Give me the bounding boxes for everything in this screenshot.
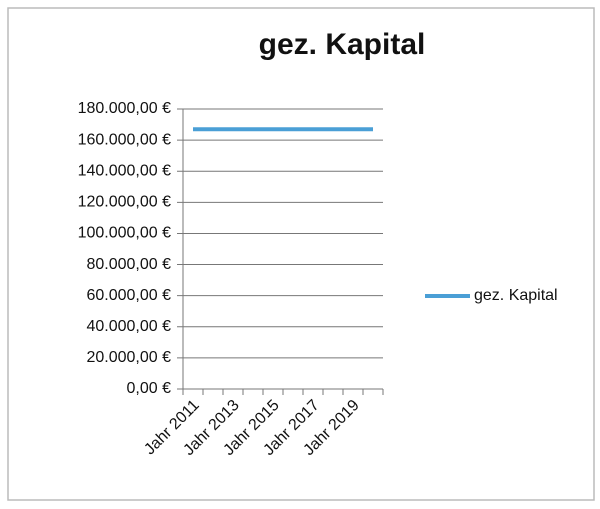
y-tick-label: 160.000,00 € bbox=[78, 131, 172, 148]
y-tick-label: 120.000,00 € bbox=[78, 194, 172, 211]
chart-frame bbox=[7, 7, 595, 501]
y-tick-label: 0,00 € bbox=[127, 380, 172, 397]
y-tick-label: 40.000,00 € bbox=[86, 318, 171, 335]
y-tick-label: 140.000,00 € bbox=[78, 162, 172, 179]
y-tick-label: 180.000,00 € bbox=[78, 100, 172, 117]
y-tick-label: 80.000,00 € bbox=[86, 256, 171, 273]
y-tick-label: 20.000,00 € bbox=[86, 349, 171, 366]
chart-title: gez. Kapital bbox=[259, 28, 426, 61]
y-tick-label: 100.000,00 € bbox=[78, 225, 172, 242]
y-tick-label: 60.000,00 € bbox=[86, 287, 171, 304]
legend-label: gez. Kapital bbox=[474, 287, 558, 304]
